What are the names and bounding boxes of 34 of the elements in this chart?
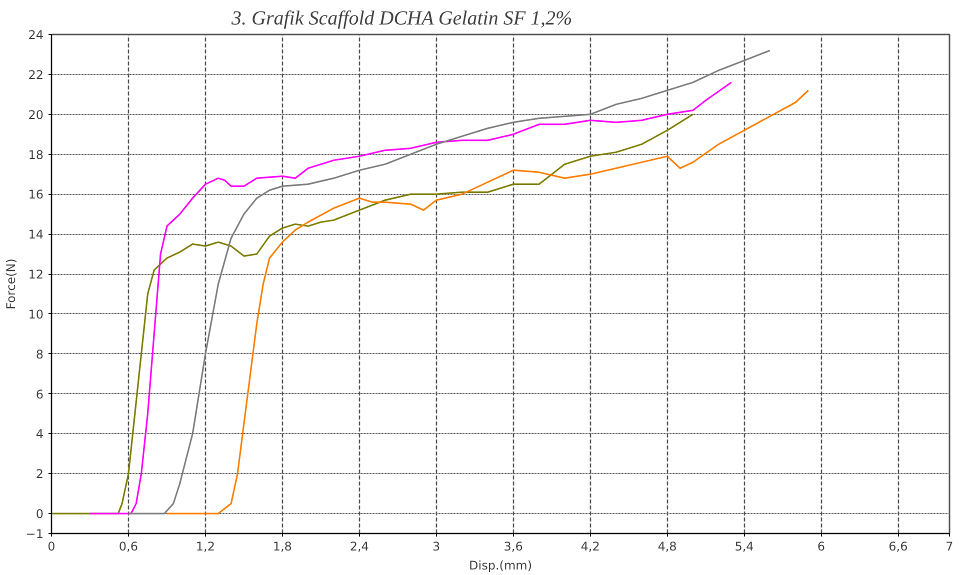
line-series	[166, 90, 810, 514]
x-tick-label: 2,4	[350, 540, 369, 554]
chart-title: 3. Grafik Scaffold DCHA Gelatin SF 1,2%	[230, 8, 572, 30]
line-series	[128, 50, 771, 514]
y-tick-label: 18	[28, 148, 44, 162]
x-tick-label: 7	[946, 540, 954, 554]
y-tick-label: −1	[26, 527, 44, 541]
x-tick-label: 4,8	[658, 540, 677, 554]
line-series	[52, 114, 694, 514]
x-axis-title: Disp.(mm)	[469, 558, 532, 572]
x-tick-label: 6	[817, 540, 826, 554]
x-tick-label: 0	[48, 540, 56, 554]
x-tick-label: 1,2	[196, 540, 215, 554]
y-axis-title: Force(N)	[4, 258, 18, 310]
x-tick-label: 1,8	[272, 540, 292, 554]
x-tick-label: 3	[432, 540, 440, 554]
y-tick-label: 4	[36, 427, 44, 442]
y-tick-label: 16	[28, 188, 44, 202]
line-series	[89, 82, 732, 514]
y-tick-label: 2	[36, 467, 44, 482]
x-tick-label: 6,6	[888, 540, 908, 554]
x-tick-label: 4,2	[580, 540, 600, 554]
y-tick-label: 10	[28, 307, 44, 322]
y-tick-label: 22	[28, 68, 44, 82]
x-tick-label: 5,4	[734, 540, 754, 554]
y-tick-label: 0	[36, 507, 44, 522]
y-tick-label: 20	[28, 108, 44, 122]
y-tick-label: 24	[28, 28, 44, 42]
y-tick-label: 12	[28, 268, 44, 282]
x-tick-label: 3,6	[504, 540, 523, 554]
x-tick-label: 0,6	[118, 540, 138, 554]
y-tick-label: 6	[36, 387, 44, 402]
y-tick-label: 14	[28, 228, 44, 242]
y-tick-label: 8	[36, 347, 44, 362]
